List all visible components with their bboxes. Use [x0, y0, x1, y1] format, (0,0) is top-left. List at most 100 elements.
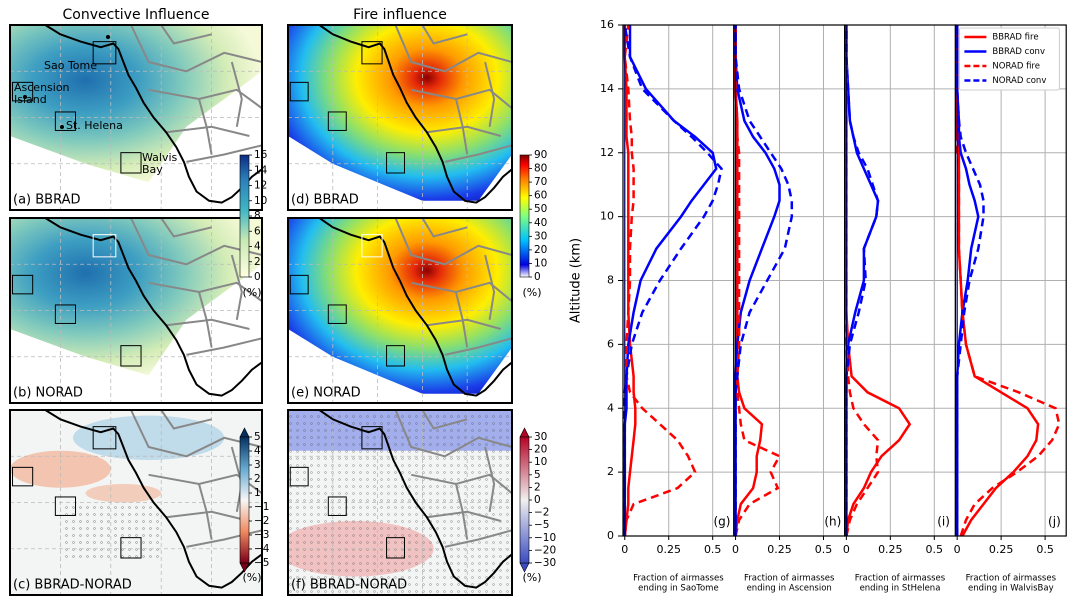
country-border — [444, 337, 512, 356]
colorbar-tick-label: 20 — [534, 444, 547, 456]
country-border — [166, 125, 250, 137]
country-border — [130, 410, 262, 458]
country-border — [410, 88, 512, 110]
map-frame — [287, 409, 513, 596]
site-dot — [23, 95, 27, 99]
panel-frame — [954, 24, 1067, 537]
map-panel: (a) BBRAD — [9, 24, 263, 211]
colorbar-tick-label: 2 — [534, 481, 541, 493]
x-axis-label: ending in StHelena — [860, 584, 941, 594]
site-box — [12, 81, 34, 102]
colorbar-tick-label: 10 — [534, 456, 547, 468]
map-content — [288, 218, 512, 403]
site-box — [12, 466, 34, 487]
place-label: Island — [14, 93, 47, 106]
profile-line — [623, 24, 697, 537]
profile-line — [734, 25, 782, 537]
colorbar-tick-label: −4 — [254, 543, 270, 555]
profile-line — [734, 25, 794, 536]
colorbar-body — [239, 154, 250, 278]
colorbar-tick-label: 5 — [254, 431, 261, 443]
place-label: Bay — [142, 163, 163, 176]
colorbar-tick-label: 30 — [534, 431, 547, 443]
map-frame — [9, 217, 263, 404]
site-box — [361, 426, 383, 450]
x-axis-label: Fraction of airmasses — [633, 574, 724, 584]
fire-field — [288, 25, 512, 201]
map-content — [10, 218, 262, 403]
colorbar-tick-label: 0 — [534, 271, 541, 283]
legend-label: BBRAD fire — [992, 33, 1038, 43]
map-content — [10, 25, 262, 210]
coastline — [44, 218, 262, 397]
map-content — [288, 25, 512, 210]
colorbar-tick-label: 10 — [534, 257, 547, 269]
x-axis-label: ending in SaoTome — [638, 584, 719, 594]
site-box — [54, 304, 77, 324]
y-tick-label: 4 — [607, 401, 614, 414]
country-border — [160, 25, 212, 45]
y-tick-label: 10 — [600, 210, 614, 223]
site-box — [289, 81, 309, 102]
profile-line — [955, 25, 985, 536]
country-border — [444, 529, 512, 548]
site-box — [327, 111, 347, 131]
colorbar-tick-label: −30 — [534, 557, 556, 569]
site-box — [386, 152, 405, 174]
place-label: Walvis — [142, 151, 178, 164]
x-tick-label: 0 — [954, 543, 961, 556]
country-border — [484, 446, 496, 512]
map-content — [10, 410, 262, 595]
profile-panels: 0 2 4 6 8 10 12 14 16 Altitude (km) 0 0.25 0.5 (g) Fra… — [569, 18, 1067, 594]
site-box — [12, 274, 34, 295]
y-tick-label: 6 — [607, 337, 614, 350]
legend: BBRAD fire BBRAD conv NORAD fire NORAD conv — [958, 27, 1060, 91]
colorbar-tick-label: 10 — [254, 195, 267, 207]
colorbar-body — [519, 154, 530, 278]
panel-letter: (j) — [1048, 515, 1061, 529]
column-title: Convective Influence — [62, 7, 209, 23]
y-tick-label: 12 — [600, 146, 614, 159]
panel-label: (a) BBRAD — [13, 193, 81, 208]
colorbar-tick-label: −20 — [534, 544, 556, 556]
country-border — [410, 281, 512, 303]
colorbar-tick-label: 8 — [254, 210, 261, 222]
colorbar-tick-label: 16 — [254, 149, 268, 161]
site-box — [54, 496, 77, 516]
country-border — [198, 291, 213, 348]
colorbar-tick-label: 90 — [534, 149, 547, 161]
colorbar-tick-label: 4 — [254, 241, 261, 253]
panel-label: (f) BBRAD-NORAD — [291, 578, 407, 593]
y-tick-label: 8 — [607, 274, 614, 287]
colorbar-tick-label: 5 — [534, 469, 541, 481]
place-label: Ascension — [14, 81, 70, 94]
country-border — [198, 483, 213, 540]
y-tick-label: 2 — [607, 465, 614, 478]
map-panel: (b) NORAD — [9, 217, 263, 404]
country-border — [426, 510, 502, 522]
y-tick-label: 14 — [600, 82, 614, 95]
country-border — [186, 529, 262, 548]
country-border — [421, 218, 468, 238]
place-label: Sao Tome — [44, 59, 97, 72]
panel-letter: (h) — [824, 515, 841, 529]
site-box — [386, 345, 405, 367]
colorbar-tick-label: 60 — [534, 190, 547, 202]
colorbar-body — [239, 436, 250, 564]
legend-label: BBRAD conv — [992, 47, 1045, 57]
x-axis-label: Fraction of airmasses — [966, 574, 1057, 584]
site-box — [361, 41, 383, 65]
colorbar-tick-label: 50 — [534, 203, 547, 215]
x-tick-label: 0 — [732, 543, 739, 556]
map-panel: (c) BBRAD-NORAD — [9, 409, 263, 596]
site-box — [92, 234, 117, 258]
site-box — [289, 274, 309, 295]
country-border — [166, 510, 250, 522]
site-box — [54, 111, 77, 131]
colorbar-tick-label: 0 — [254, 271, 261, 283]
map-content — [288, 410, 512, 595]
x-tick-label: 0.25 — [767, 543, 792, 556]
country-border — [130, 218, 262, 266]
